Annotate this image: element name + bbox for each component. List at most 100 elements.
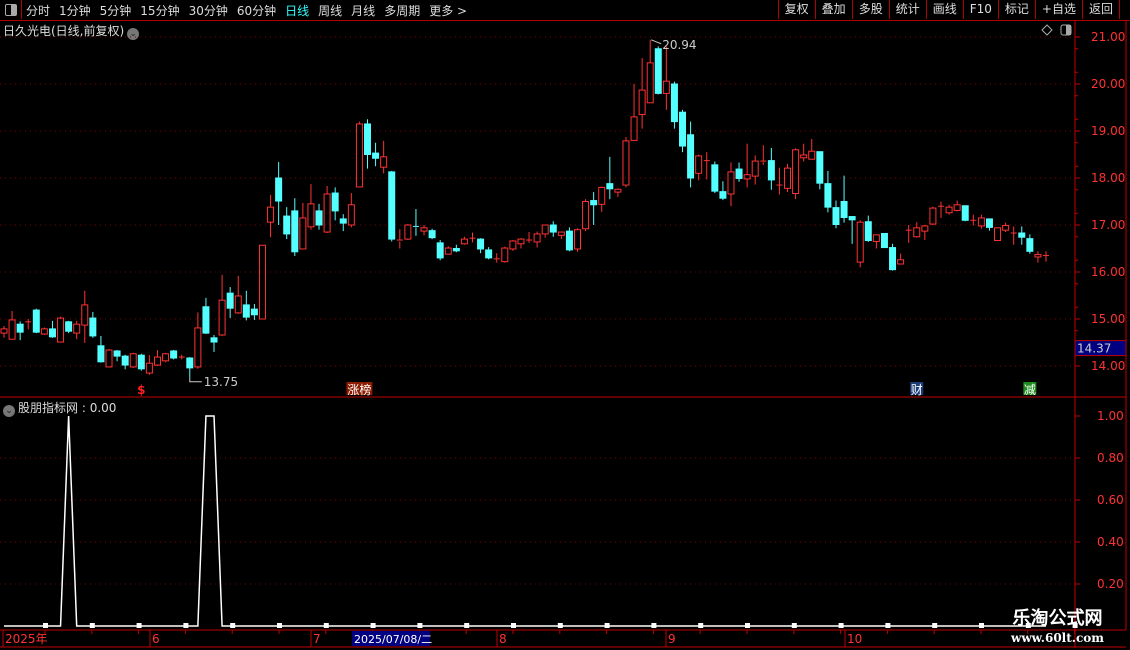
indicator-point [791,623,797,628]
price-axis-label: 14.00 [1091,359,1125,373]
candle-body [622,140,630,186]
candle-body [436,242,444,259]
candle [735,162,743,182]
candle [355,121,363,188]
price-axis-label: 16.00 [1091,265,1125,279]
candle [137,353,145,371]
period-tab[interactable]: 15分钟 [140,4,180,18]
cursor-date-box [352,631,430,646]
toolbar-button[interactable]: F10 [962,0,998,19]
period-tab[interactable]: 周线 [318,4,343,18]
candle [526,232,533,243]
candle-body [670,83,678,123]
candle-body [194,327,202,368]
candle [832,200,840,229]
candle-body [81,304,89,326]
candle-body [533,233,541,243]
candle [469,232,476,243]
indicator-point [277,623,282,628]
candle-body [557,231,565,236]
candle [1026,234,1034,254]
candle-body [145,362,153,374]
candle [541,224,549,238]
candle [670,81,678,129]
event-marker: 涨榜 [347,382,371,397]
candle-body [105,349,113,368]
period-tab[interactable]: 多周期 [384,4,421,18]
toolbar-button[interactable]: 统计 [888,0,926,19]
indicator-point [323,623,329,628]
candle [452,244,460,253]
candle [598,186,606,212]
period-tab[interactable]: 日线 [285,4,310,18]
candle-body [40,328,48,335]
period-tab[interactable]: 月线 [351,4,376,18]
event-marker: 减 [1024,383,1036,397]
toolbar-button[interactable]: 多股 [851,0,889,19]
candle [25,319,32,330]
period-tab[interactable]: 分时 [26,4,51,18]
candle [557,231,565,240]
indicator-point [464,623,470,628]
candle-body [113,350,121,357]
panel-toggle-icon[interactable] [0,0,22,19]
candle [291,198,299,257]
period-tab[interactable]: 更多 > [429,4,468,18]
period-tab[interactable]: 5分钟 [99,4,132,18]
indicator-point [885,623,891,628]
indicator-point [745,623,750,628]
candle-body [420,227,428,232]
candle-body [162,353,170,362]
layout-toggle-icon-fill [1066,25,1071,35]
indicator-point [651,623,657,628]
candle [460,236,468,245]
candle [630,84,638,141]
candle-body [121,355,129,366]
event-marker: 财 [911,383,923,397]
candle-body [89,317,97,337]
candle-body [840,201,848,218]
candle-body [985,218,993,228]
candle [1034,251,1042,263]
low-arrow [189,377,202,383]
candle-body [210,337,218,343]
period-tab[interactable]: 1分钟 [59,4,91,18]
candle [210,334,218,352]
candle [565,227,573,252]
price-axis-label: 20.00 [1091,77,1125,91]
toolbar-button[interactable]: +自选 [1034,0,1082,19]
price-axis-label: 15.00 [1091,312,1125,326]
candle-body [654,48,662,94]
candle [65,320,73,334]
toolbar-button[interactable]: 返回 [1081,0,1120,19]
toolbar-button[interactable]: 叠加 [814,0,852,19]
candle-body [679,111,687,147]
candle-body [582,201,590,230]
toolbar-button[interactable]: 标记 [997,0,1035,19]
candle [792,148,800,200]
candle [679,109,687,153]
candle-body [57,317,65,343]
candle-body [65,321,73,332]
toolbar-button[interactable]: 复权 [777,0,815,19]
candle-body [816,151,824,184]
period-tab[interactable]: 30分钟 [188,4,228,18]
period-tab[interactable]: 60分钟 [236,4,277,18]
candle-body [800,154,808,159]
candle [703,152,710,180]
candle-body [994,227,1002,242]
candle [283,207,291,240]
candle-body [97,345,105,363]
candle [339,214,347,232]
period-tabs: 分时 1分钟 5分钟 15分钟 30分钟 60分钟 日线 周线 月线 多周期 更多 > [26,2,467,19]
candle [824,170,832,213]
candle-body [541,224,549,235]
price-axis-label: 18.00 [1091,171,1125,185]
toolbar-button[interactable]: 画线 [925,0,963,19]
chevron-down-icon[interactable]: ⌄ [3,405,15,417]
candle-body [226,292,234,309]
candle-body [646,62,654,104]
candle-body [549,224,557,233]
candle [73,320,81,340]
